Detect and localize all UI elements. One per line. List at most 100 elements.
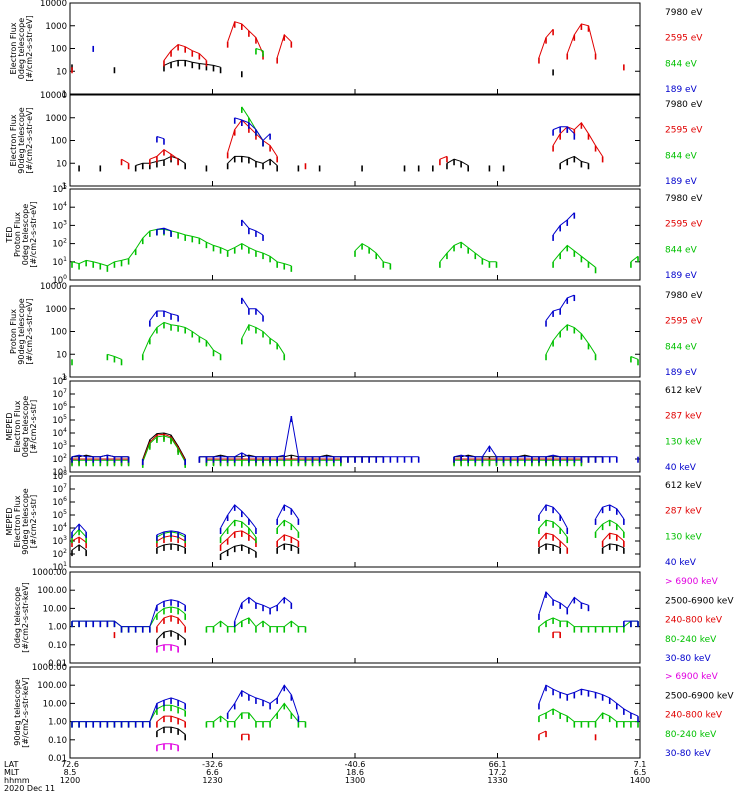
series-2-4 [156, 117, 576, 147]
legend-label: 2595 eV [665, 34, 703, 44]
y-tick-label: 103 [52, 219, 67, 231]
y-tick-label: 105 [52, 183, 67, 195]
legend-label: 130 keV [665, 532, 702, 542]
series-2-1 [78, 155, 590, 172]
legend-label: 189 eV [665, 271, 698, 281]
y-tick-label: 104 [52, 427, 67, 439]
x-tick-label-mlt: 6.6 [206, 768, 219, 777]
y-tick-label: 102 [52, 238, 67, 250]
series-line [72, 591, 638, 628]
y-tick-label: 10000 [40, 282, 67, 292]
legend-label: 844 eV [665, 59, 698, 69]
y-axis-label: 0deg telescope [17, 18, 26, 79]
y-axis-label: TED [5, 226, 14, 243]
legend-label: 2595 eV [665, 126, 703, 136]
y-tick-label: 10.00 [43, 699, 67, 709]
x-tick-label-time: 1300 [345, 776, 365, 785]
y-tick-label: 10.00 [43, 604, 67, 614]
series-8-3 [157, 716, 596, 741]
legend-label: 80-240 keV [665, 635, 717, 645]
y-tick-label: 1 [62, 373, 67, 383]
series-line [156, 743, 179, 746]
y-tick-label: 107 [52, 483, 67, 495]
y-axis-label: [#/cm2-s-str] [29, 400, 38, 453]
y-tick-label: 101 [52, 466, 67, 478]
x-tick-label-time: 1230 [202, 776, 222, 785]
y-tick-label: 10000 [40, 91, 67, 101]
y-axis-label: MEPED [5, 413, 14, 441]
y-tick-label: 107 [52, 388, 67, 400]
series-line [72, 432, 603, 460]
legend-label: 7980 eV [665, 8, 703, 18]
series-line [164, 60, 553, 69]
series-7-3 [113, 615, 561, 639]
legend-label: 844 eV [665, 245, 698, 255]
series-7-2 [156, 630, 186, 646]
y-tick-label: 102 [52, 453, 67, 465]
y-tick-label: 101 [52, 256, 67, 268]
y-axis-label: 90deg telescope [13, 679, 22, 746]
y-tick-label: 10 [56, 159, 67, 169]
series-line [157, 716, 596, 734]
series-line [156, 726, 186, 735]
legend-label: 189 eV [665, 177, 698, 187]
y-tick-label: 10 [56, 67, 67, 77]
series-line [72, 684, 639, 723]
x-axis-row-label: hhmm [4, 776, 30, 785]
y-axis-label: 90deg telescope [21, 488, 30, 555]
y-axis-label: 0deg telescope [21, 396, 30, 457]
y-tick-label: 104 [52, 522, 67, 534]
legend-label: 189 eV [665, 368, 698, 378]
y-tick-label: 106 [52, 401, 67, 413]
y-axis-label: Electron Flux [13, 495, 22, 547]
y-tick-label: 103 [52, 440, 67, 452]
series-7-5 [71, 591, 639, 633]
panel-frame [69, 285, 641, 378]
y-tick-label: 0.01 [48, 659, 67, 669]
series-6-4 [71, 504, 625, 541]
series-8-2 [156, 726, 186, 741]
legend-label: 30-80 keV [665, 749, 711, 759]
series-3-4 [156, 212, 576, 241]
y-tick-label: 100 [51, 137, 67, 147]
y-tick-label: 1.00 [48, 623, 67, 633]
series-line [255, 48, 264, 52]
y-axis-label: Proton Flux [9, 309, 18, 354]
series-line [71, 530, 625, 549]
series-1-2 [71, 22, 624, 74]
panel-frame [69, 666, 641, 759]
legend-label: 30-80 keV [665, 654, 711, 664]
y-axis-label: [#/cm2-s-str-eV] [29, 201, 38, 267]
y-tick-label: 1000.00 [32, 568, 67, 578]
y-tick-label: 108 [52, 375, 67, 387]
y-axis-label: [#/cm2-s-str-keV] [21, 582, 30, 653]
panel-frame [69, 571, 641, 664]
series-4-3 [71, 321, 639, 366]
series-line [149, 294, 575, 321]
y-tick-label: 1.00 [48, 718, 67, 728]
y-tick-label: 100 [51, 328, 67, 338]
y-tick-label: 1000.00 [32, 663, 67, 673]
y-tick-label: 0.01 [48, 754, 67, 764]
legend-label: 2595 eV [665, 317, 703, 327]
y-axis-label: MEPED [5, 508, 14, 536]
y-tick-label: 101 [52, 561, 67, 573]
series-5-3 [71, 435, 583, 468]
x-tick-label-lat: 66.1 [489, 760, 507, 769]
series-line [135, 155, 589, 166]
y-tick-label: 1000 [45, 22, 67, 32]
x-tick-label-lat: -40.6 [345, 760, 366, 769]
legend-label: 240-800 keV [665, 711, 723, 721]
series-line [107, 321, 639, 360]
panel-frame [69, 188, 641, 281]
x-tick-label-time: 1400 [630, 776, 650, 785]
legend-label: > 6900 keV [665, 672, 719, 682]
x-tick-label-mlt: 6.5 [634, 768, 647, 777]
series-2-2 [120, 119, 604, 170]
x-tick-label-lat: -32.6 [202, 760, 223, 769]
series-6-3 [71, 519, 625, 544]
series-7-1 [156, 644, 179, 653]
series-line [156, 212, 575, 236]
y-axis-label: Proton Flux [13, 212, 22, 257]
